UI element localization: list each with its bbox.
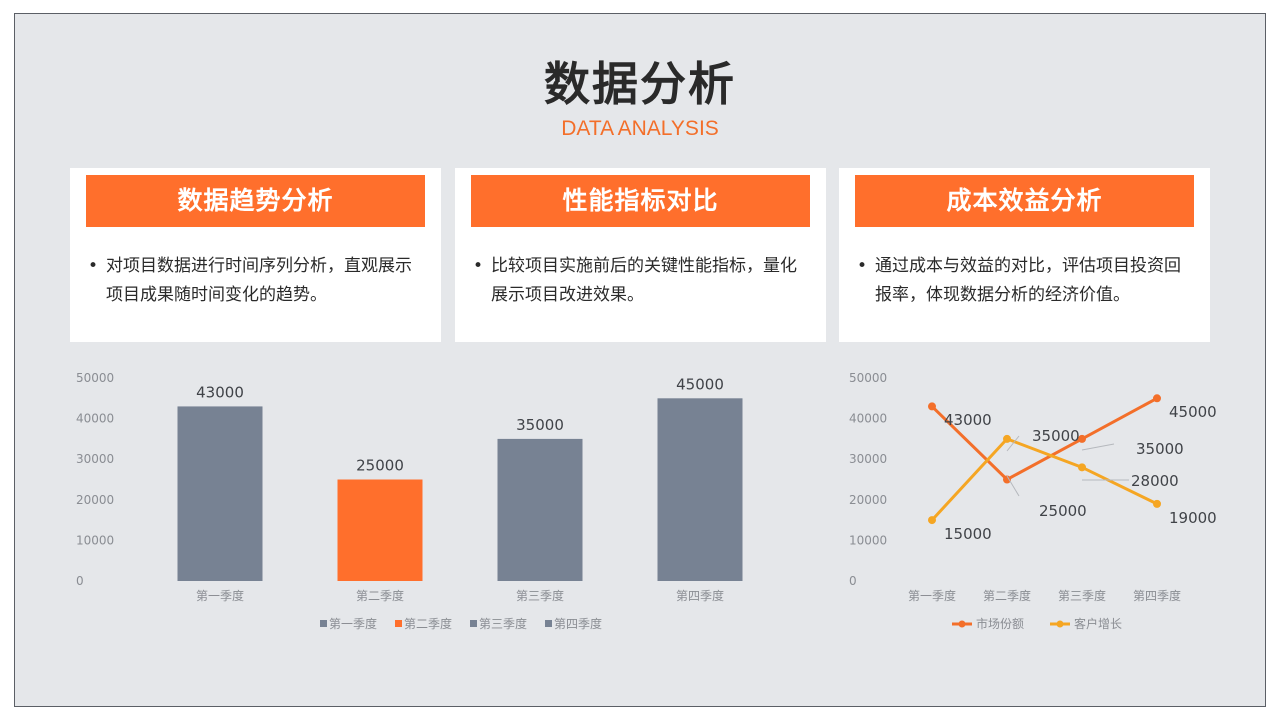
series-line [930,396,1158,482]
line-chart: 0 10000 20000 30000 40000 50000 第一季度 第二季度 第三季度 第四… [849,371,1217,631]
bullet-icon: • [857,256,868,276]
x-tick-label: 第一季度 [196,588,244,603]
legend-marker [545,620,552,627]
card-performance: 性能指标对比 • 比较项目实施前后的关键性能指标，量化展示项目改进效果。 [455,168,826,342]
card-text-performance: 比较项目实施前后的关键性能指标，量化展示项目改进效果。 [491,256,797,305]
bar [657,398,743,581]
data-label: 25000 [1039,502,1087,520]
slide: 数据分析 DATA ANALYSIS 数据趋势分析 • 对项目数据进行时间序列分… [14,13,1266,707]
card-header-performance: 性能指标对比 [471,175,810,227]
y-tick-label: 10000 [76,533,114,547]
legend-entry: 第一季度 [329,616,377,631]
legend-marker [1056,620,1064,628]
bullet-icon: • [473,256,484,276]
legend-entry: 客户增长 [1074,616,1122,631]
data-point [928,402,936,411]
y-tick-label: 20000 [849,493,887,507]
card-cost: 成本效益分析 • 通过成本与效益的对比，评估项目投资回报率，体现数据分析的经济价… [839,168,1210,342]
series-line [930,437,1158,522]
bar [177,406,263,581]
x-tick-label: 第四季度 [676,588,724,603]
y-tick-label: 0 [76,574,84,588]
data-label: 19000 [1169,509,1217,527]
leader-line [1081,443,1115,451]
x-tick-label: 第二季度 [356,588,404,603]
card-header-cost: 成本效益分析 [855,175,1194,227]
x-tick-label: 第三季度 [516,588,564,603]
legend-marker [395,620,402,627]
x-tick-label: 第一季度 [908,588,956,603]
leader-line [1006,475,1020,497]
card-body-trend: • 对项目数据进行时间序列分析，直观展示项目成果随时间变化的趋势。 [88,252,428,310]
y-tick-label: 0 [849,574,857,588]
card-text-cost: 通过成本与效益的对比，评估项目投资回报率，体现数据分析的经济价值。 [875,256,1181,305]
y-tick-label: 40000 [849,412,887,426]
bar [497,438,583,581]
y-tick-label: 40000 [76,412,114,426]
bar [337,479,423,581]
data-point [1003,475,1011,484]
y-tick-label: 50000 [849,371,887,385]
bullet-icon: • [88,256,99,276]
data-label: 35000 [1032,427,1080,445]
card-body-performance: • 比较项目实施前后的关键性能指标，量化展示项目改进效果。 [473,252,813,310]
card-text-trend: 对项目数据进行时间序列分析，直观展示项目成果随时间变化的趋势。 [106,256,412,305]
y-tick-label: 50000 [76,371,114,385]
data-point [1153,499,1161,508]
data-label: 35000 [1136,440,1184,458]
data-label: 15000 [944,525,992,543]
x-tick-label: 第二季度 [983,588,1031,603]
data-point [1153,394,1161,403]
data-point [928,516,936,525]
data-point [1078,463,1086,472]
data-label: 35000 [516,416,564,434]
y-tick-label: 10000 [849,533,887,547]
data-label: 45000 [1169,403,1217,421]
page-subtitle: DATA ANALYSIS [561,117,719,140]
card-header-trend: 数据趋势分析 [86,175,425,227]
data-point [1003,434,1011,443]
card-body-cost: • 通过成本与效益的对比，评估项目投资回报率，体现数据分析的经济价值。 [857,252,1197,310]
data-label: 28000 [1131,472,1179,490]
data-label: 25000 [356,457,404,475]
legend-entry: 第三季度 [479,616,527,631]
legend-entry: 市场份额 [976,616,1024,631]
legend-entry: 第四季度 [554,616,602,631]
legend-entry: 第二季度 [404,616,452,631]
data-point [1078,434,1086,443]
x-tick-label: 第四季度 [1133,588,1181,603]
x-tick-label: 第三季度 [1058,588,1106,603]
card-trend: 数据趋势分析 • 对项目数据进行时间序列分析，直观展示项目成果随时间变化的趋势。 [70,168,441,342]
y-tick-label: 20000 [76,493,114,507]
legend-marker [958,620,966,628]
legend-marker [470,620,477,627]
bar-chart: 0 10000 20000 30000 40000 50000 43000 第一季度 25000… [76,371,743,631]
page-title: 数据分析 [544,57,736,111]
data-label: 43000 [196,383,244,401]
y-tick-label: 30000 [76,452,114,466]
data-label: 45000 [676,375,724,393]
data-label: 43000 [944,411,992,429]
y-tick-label: 30000 [849,452,887,466]
leader-line [1006,435,1020,452]
legend-marker [320,620,327,627]
